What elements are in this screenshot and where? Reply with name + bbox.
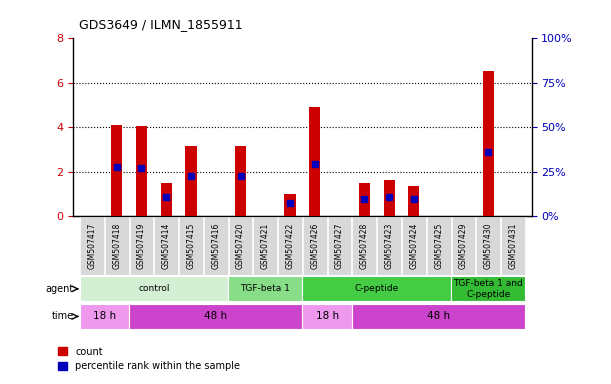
Bar	[309, 107, 320, 216]
Text: GSM507415: GSM507415	[186, 222, 196, 269]
Bar	[254, 216, 277, 275]
Text: GSM507419: GSM507419	[137, 222, 146, 269]
Bar	[452, 216, 475, 275]
Bar	[161, 183, 172, 216]
Bar	[408, 186, 420, 216]
Text: GSM507431: GSM507431	[508, 222, 518, 269]
Bar	[130, 216, 153, 275]
Bar	[111, 125, 122, 216]
Bar	[185, 146, 197, 216]
Bar	[79, 276, 228, 301]
Text: TGF-beta 1: TGF-beta 1	[240, 284, 290, 293]
Bar	[285, 194, 296, 216]
Bar	[129, 304, 302, 329]
Text: agent: agent	[46, 284, 74, 294]
Bar	[228, 276, 302, 301]
Text: 48 h: 48 h	[427, 311, 450, 321]
Bar	[155, 216, 178, 275]
Bar	[204, 216, 228, 275]
Bar	[501, 216, 525, 275]
Text: 18 h: 18 h	[316, 311, 338, 321]
Text: TGF-beta 1 and
C-peptide: TGF-beta 1 and C-peptide	[453, 279, 523, 298]
Bar	[377, 216, 401, 275]
Bar	[477, 216, 500, 275]
Text: GSM507429: GSM507429	[459, 222, 468, 269]
Bar	[303, 216, 327, 275]
Bar	[451, 276, 525, 301]
Text: GSM507421: GSM507421	[261, 222, 270, 268]
Text: GSM507426: GSM507426	[310, 222, 320, 269]
Text: C-peptide: C-peptide	[354, 284, 399, 293]
Bar	[302, 276, 451, 301]
Bar	[352, 304, 525, 329]
Text: GSM507420: GSM507420	[236, 222, 245, 269]
Text: GSM507416: GSM507416	[211, 222, 220, 269]
Text: 18 h: 18 h	[93, 311, 116, 321]
Bar	[136, 126, 147, 216]
Bar	[229, 216, 252, 275]
Bar	[104, 216, 128, 275]
Bar	[483, 71, 494, 216]
Text: time: time	[52, 311, 74, 321]
Bar	[235, 146, 246, 216]
Text: control: control	[138, 284, 170, 293]
Bar	[327, 216, 351, 275]
Text: GSM507417: GSM507417	[87, 222, 97, 269]
Text: GSM507418: GSM507418	[112, 222, 121, 268]
Bar	[353, 216, 376, 275]
Text: GSM507424: GSM507424	[409, 222, 419, 269]
Bar	[80, 216, 104, 275]
Text: GDS3649 / ILMN_1855911: GDS3649 / ILMN_1855911	[79, 18, 243, 31]
Bar	[402, 216, 426, 275]
Text: GSM507425: GSM507425	[434, 222, 443, 269]
Text: 48 h: 48 h	[204, 311, 227, 321]
Bar	[179, 216, 203, 275]
Text: GSM507414: GSM507414	[162, 222, 170, 269]
Text: GSM507423: GSM507423	[385, 222, 393, 269]
Bar	[384, 180, 395, 216]
Bar	[359, 183, 370, 216]
Text: GSM507428: GSM507428	[360, 222, 369, 268]
Bar	[427, 216, 450, 275]
Bar	[278, 216, 302, 275]
Legend: count, percentile rank within the sample: count, percentile rank within the sample	[54, 343, 244, 375]
Bar	[79, 304, 129, 329]
Bar	[302, 304, 352, 329]
Text: GSM507422: GSM507422	[285, 222, 295, 268]
Text: GSM507427: GSM507427	[335, 222, 344, 269]
Text: GSM507430: GSM507430	[484, 222, 492, 269]
